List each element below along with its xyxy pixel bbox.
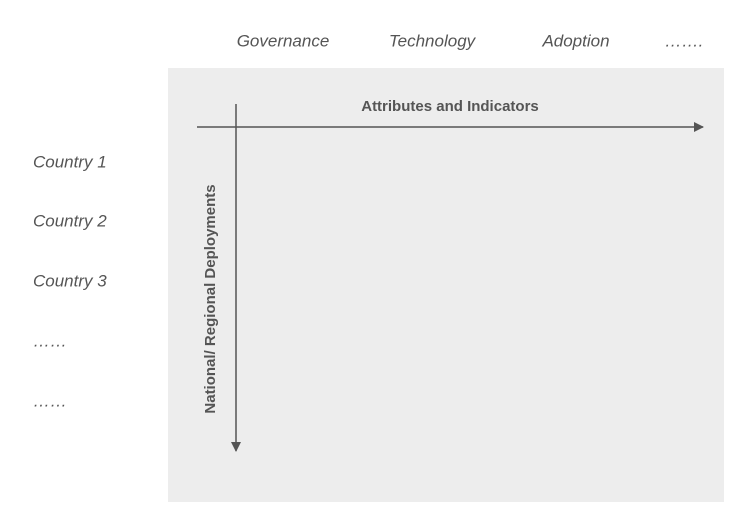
horizontal-axis-label: Attributes and Indicators: [361, 98, 539, 115]
row-label: ……: [33, 331, 67, 350]
row-label: Country 2: [33, 211, 107, 230]
vertical-axis-label: National/ Regional Deployments: [202, 184, 219, 413]
matrix-area: [168, 68, 724, 502]
column-header: Governance: [237, 31, 330, 50]
row-label: Country 3: [33, 271, 107, 290]
row-label: ……: [33, 391, 67, 410]
column-header: Technology: [389, 31, 477, 50]
row-label: Country 1: [33, 152, 107, 171]
column-header: …….: [665, 31, 704, 50]
column-header: Adoption: [541, 31, 609, 50]
